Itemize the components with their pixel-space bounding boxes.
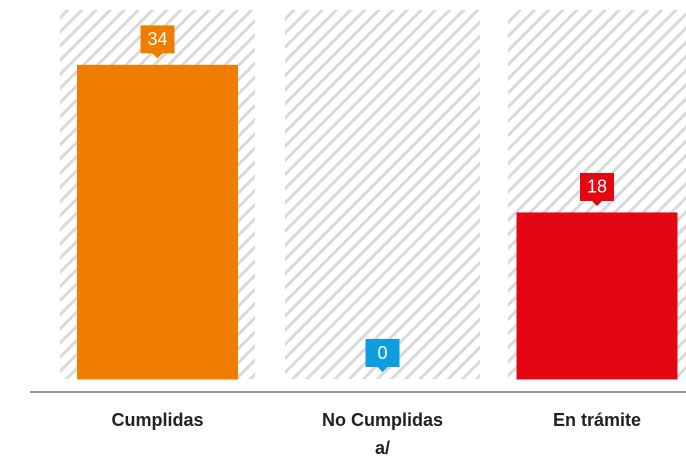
x-tick-label: No Cumplidas a/ — [321, 410, 443, 458]
value-label-box — [365, 339, 400, 372]
bar — [516, 212, 678, 380]
value-label-box — [580, 172, 614, 206]
bar-background — [285, 10, 480, 379]
x-tick-label: Cumplidas — [111, 410, 204, 430]
x-tick-label: En trámite — [552, 410, 642, 430]
value-label-box — [140, 25, 175, 59]
value-label: 34 — [147, 29, 167, 49]
value-label: 0 — [377, 343, 387, 363]
bar — [77, 64, 238, 380]
value-label: 18 — [587, 177, 607, 197]
